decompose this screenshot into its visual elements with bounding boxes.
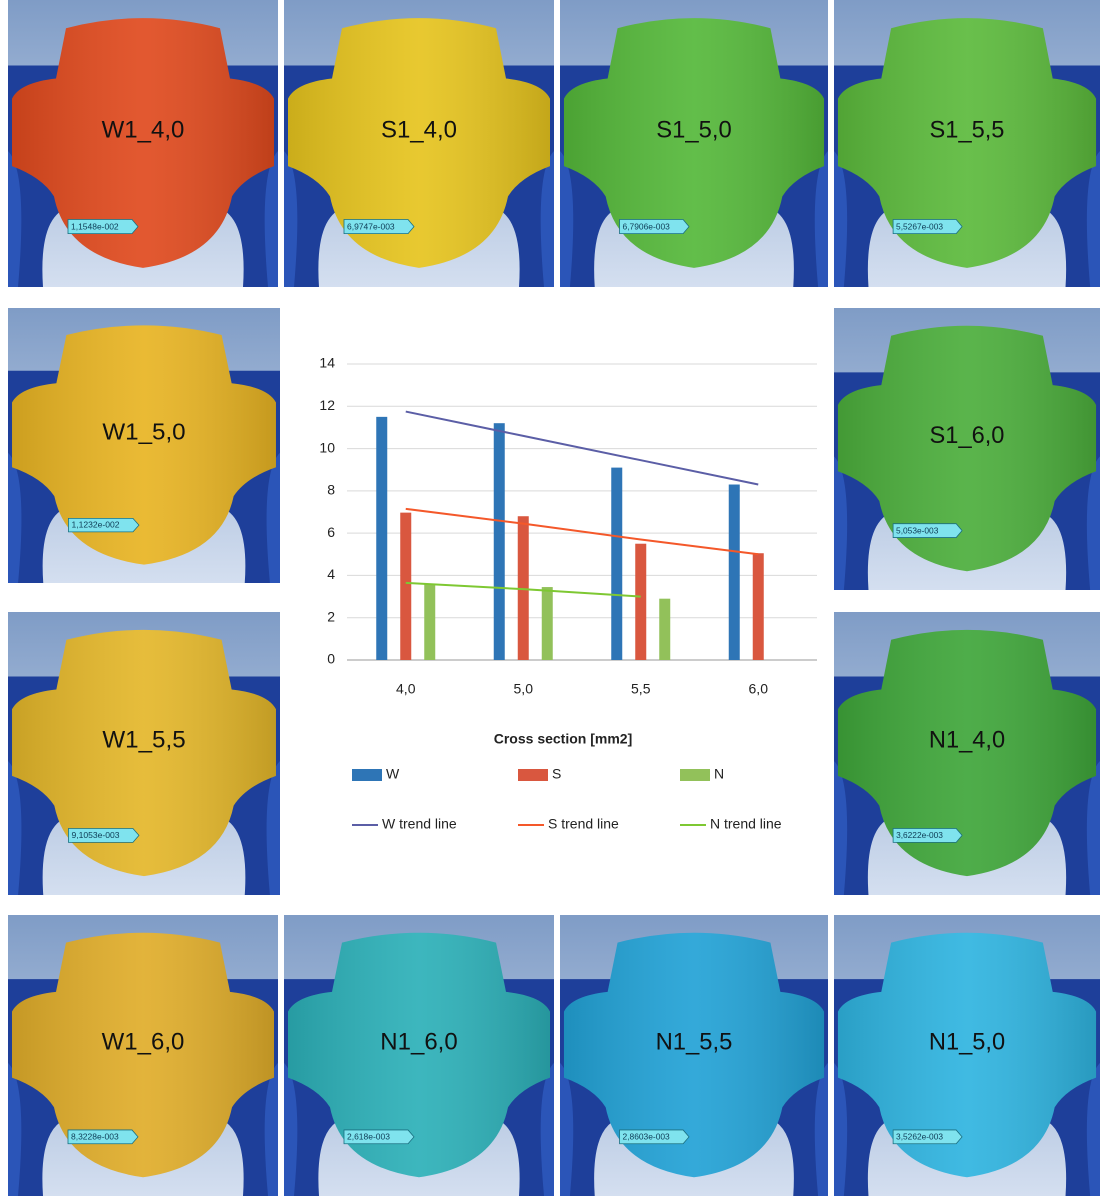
- result-tile: W1_5,5 9,1053e-003: [8, 612, 280, 895]
- probe-value: 9,1053e-003: [71, 830, 119, 840]
- result-tile: N1_5,0 3,5262e-003: [834, 915, 1100, 1196]
- bar: [611, 468, 622, 660]
- probe-value: 8,3228e-003: [71, 1132, 119, 1142]
- x-tick-label: 5,0: [514, 681, 534, 697]
- panel-label: S1_4,0: [381, 116, 457, 143]
- panel-label: S1_5,0: [656, 116, 731, 143]
- bar: [400, 513, 411, 660]
- legend-swatch: [518, 769, 548, 781]
- y-tick-label: 2: [327, 608, 335, 624]
- result-tile: W1_6,0 8,3228e-003: [8, 915, 278, 1196]
- probe-value: 2,618e-003: [347, 1132, 390, 1142]
- probe-value: 5,5267e-003: [896, 221, 943, 231]
- y-tick-label: 4: [327, 566, 335, 582]
- x-axis-title: Cross section [mm2]: [494, 731, 632, 747]
- bar: [753, 553, 764, 660]
- trend-line: [406, 412, 759, 485]
- x-tick-label: 6,0: [749, 681, 769, 697]
- result-tile: N1_5,5 2,8603e-003: [560, 915, 828, 1196]
- legend-label: N: [714, 766, 724, 782]
- result-tile: S1_4,0 6,9747e-003: [284, 0, 554, 287]
- result-tile: S1_5,0 6,7906e-003: [560, 0, 828, 287]
- panel-label: N1_5,5: [656, 1029, 733, 1055]
- bar: [424, 584, 435, 660]
- legend-label: S: [552, 766, 561, 782]
- bar: [542, 587, 553, 660]
- probe-value: 2,8603e-003: [623, 1132, 671, 1142]
- y-tick-label: 10: [319, 439, 335, 455]
- probe-value: 5,053e-003: [896, 525, 939, 535]
- panel-label: W1_5,5: [102, 727, 185, 754]
- legend-swatch: [680, 769, 710, 781]
- result-tile: N1_4,0 3,6222e-003: [834, 612, 1100, 895]
- y-tick-label: 14: [319, 355, 335, 371]
- y-tick-label: 12: [319, 397, 335, 413]
- probe-value: 3,5262e-003: [896, 1132, 943, 1142]
- result-tile: S1_5,5 5,5267e-003: [834, 0, 1100, 287]
- figure: Cross section [mm2] W1_4,0 1,1548e-002 S1_…: [0, 0, 1100, 1196]
- legend-label: W trend line: [382, 816, 457, 832]
- result-tile: W1_5,0 1,1232e-002: [8, 308, 280, 583]
- bar: [494, 423, 505, 660]
- panel-label: S1_6,0: [930, 423, 1005, 449]
- panel-label: W1_5,0: [102, 420, 185, 445]
- legend-label: S trend line: [548, 816, 619, 832]
- bar: [635, 544, 646, 660]
- bar: [376, 417, 387, 660]
- result-tile: S1_6,0 5,053e-003: [834, 308, 1100, 590]
- panel-label: N1_6,0: [380, 1029, 457, 1056]
- legend-swatch: [352, 769, 382, 781]
- y-tick-label: 8: [327, 482, 335, 498]
- probe-value: 6,9747e-003: [347, 221, 395, 231]
- trend-line: [406, 509, 759, 554]
- probe-value: 1,1232e-002: [71, 520, 119, 530]
- y-tick-label: 0: [327, 651, 335, 667]
- probe-value: 1,1548e-002: [71, 221, 119, 231]
- panel-label: W1_4,0: [102, 116, 185, 143]
- result-tile: W1_4,0 1,1548e-002: [8, 0, 278, 287]
- bar: [659, 599, 670, 660]
- legend-label: W: [386, 766, 400, 782]
- x-tick-label: 4,0: [396, 681, 416, 697]
- result-tile: N1_6,0 2,618e-003: [284, 915, 554, 1196]
- panel-label: S1_5,5: [930, 116, 1005, 143]
- panel-label: N1_5,0: [929, 1029, 1005, 1055]
- probe-value: 6,7906e-003: [623, 221, 671, 231]
- x-tick-label: 5,5: [631, 681, 651, 697]
- panel-label: N1_4,0: [929, 727, 1005, 753]
- bar: [729, 485, 740, 660]
- panel-label: W1_6,0: [102, 1029, 185, 1056]
- y-tick-label: 6: [327, 524, 335, 540]
- probe-value: 3,6222e-003: [896, 830, 943, 840]
- legend-label: N trend line: [710, 816, 782, 832]
